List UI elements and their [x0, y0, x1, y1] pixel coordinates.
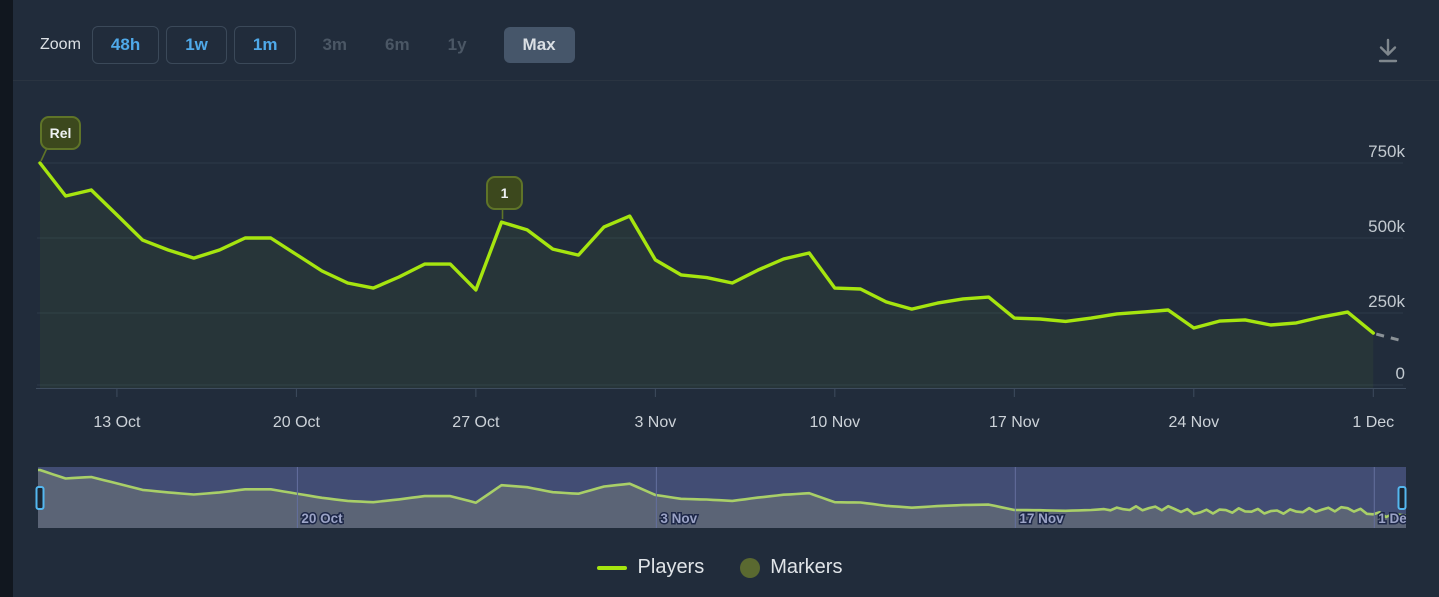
update-marker-pill[interactable]: 1	[486, 176, 523, 210]
x-tick-label: 10 Nov	[809, 414, 860, 431]
y-tick-label: 500k	[1368, 217, 1405, 236]
navigator-line	[38, 468, 1406, 519]
players-line-swatch	[596, 565, 627, 570]
x-axis: 13 Oct 20 Oct 27 Oct 3 Nov 10 Nov 17 Nov 24 No…	[36, 388, 1406, 431]
x-tick-label: 24 Nov	[1168, 414, 1219, 431]
navigator-tick-label: 20 Oct	[301, 511, 343, 526]
x-tick-label: 3 Nov	[634, 414, 676, 431]
range-toolbar: Zoom 48h 1w 1m 3m 6m 1y Max	[40, 26, 575, 64]
range-button-1w[interactable]: 1w	[166, 26, 227, 64]
legend-item-players[interactable]: Players	[596, 556, 705, 579]
navigator-left-handle[interactable]	[35, 486, 45, 510]
range-button-1y: 1y	[447, 35, 467, 54]
y-axis: 750k 500k 250k 0	[37, 142, 1405, 386]
navigator-tick-label: 1 Dec	[1378, 511, 1415, 526]
navigator[interactable]: 20 Oct 3 Nov 17 Nov 1 Dec	[35, 467, 1415, 528]
players-line-partial	[1375, 332, 1400, 342]
navigator-tick-label: 17 Nov	[1019, 511, 1064, 526]
navigator-right-handle[interactable]	[1397, 486, 1407, 510]
zoom-label: Zoom	[40, 36, 81, 53]
range-button-max[interactable]: Max	[503, 27, 575, 63]
y-tick-label: 0	[1396, 364, 1405, 383]
y-tick-label: 750k	[1368, 142, 1405, 161]
navigator-tick-label: 3 Nov	[660, 511, 697, 526]
page-left-edge	[0, 0, 13, 597]
x-tick-label: 27 Oct	[452, 414, 500, 431]
release-marker-pill[interactable]: Rel	[40, 116, 81, 150]
x-tick-label: 17 Nov	[989, 414, 1040, 431]
y-tick-label: 250k	[1368, 292, 1405, 311]
marker-stem	[40, 147, 48, 162]
x-tick-label: 13 Oct	[93, 414, 141, 431]
x-tick-label: 20 Oct	[273, 414, 321, 431]
toolbar-divider	[13, 80, 1439, 81]
x-tick-label: 1 Dec	[1352, 414, 1394, 431]
players-area	[40, 163, 1374, 388]
navigator-selected-mask	[38, 467, 1406, 517]
players-chart[interactable]: 750k 500k 250k 0 13 Oct 20 Oct 27 Oct 3 Nov 10 N…	[0, 0, 1439, 545]
players-line	[38, 161, 1375, 335]
range-button-6m: 6m	[385, 35, 410, 54]
range-button-48h[interactable]: 48h	[91, 26, 160, 64]
markers-circle-swatch	[740, 557, 761, 578]
download-icon[interactable]	[1373, 36, 1403, 68]
range-button-1m[interactable]: 1m	[233, 26, 297, 64]
legend-players-label: Players	[637, 556, 705, 578]
range-button-3m: 3m	[322, 35, 348, 54]
legend-item-markers[interactable]: Markers	[740, 556, 842, 579]
legend-markers-label: Markers	[770, 556, 843, 578]
chart-legend: Players Markers	[0, 556, 1439, 579]
